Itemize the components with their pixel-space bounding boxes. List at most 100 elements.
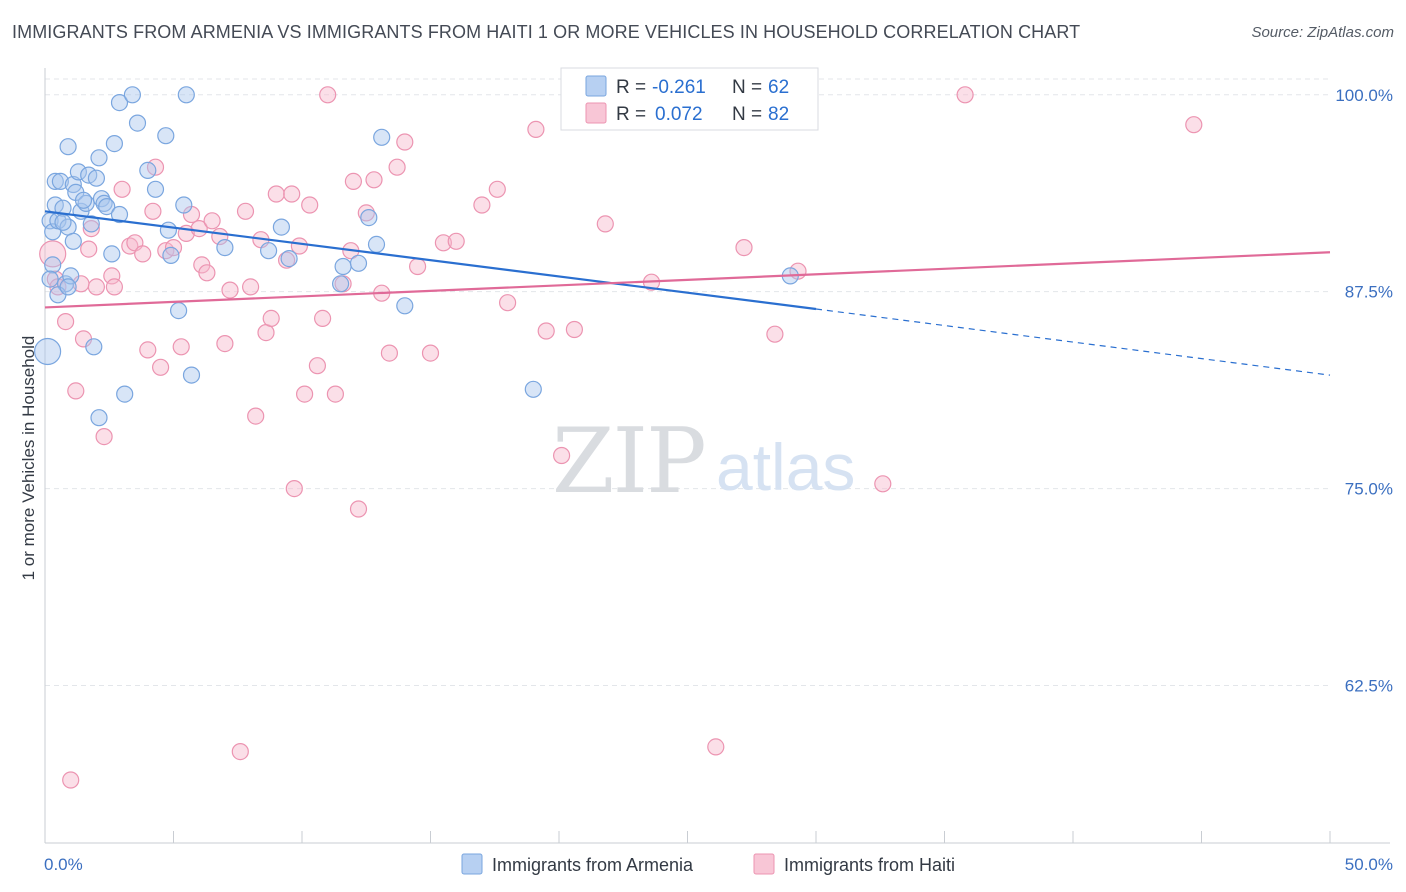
data-point xyxy=(54,213,72,231)
data-point xyxy=(116,385,134,403)
chart-title: IMMIGRANTS FROM ARMENIA VS IMMIGRANTS FR… xyxy=(12,22,1081,42)
legend-r-value-armenia: -0.261 xyxy=(652,77,706,98)
data-point xyxy=(216,239,234,257)
data-point xyxy=(80,240,98,258)
data-point xyxy=(537,322,555,340)
data-point xyxy=(262,309,280,327)
data-point xyxy=(82,215,100,233)
data-point xyxy=(388,158,406,176)
data-point xyxy=(272,218,290,236)
data-point xyxy=(473,196,491,214)
stats-legend: R = -0.261 N = 62 R = 0.072 N = 82 xyxy=(560,67,819,131)
data-point xyxy=(231,742,249,761)
data-point xyxy=(85,338,103,356)
legend-n-label-haiti: N = xyxy=(732,104,762,125)
data-point xyxy=(98,198,116,216)
data-point xyxy=(103,245,121,263)
legend-n-value-armenia: 62 xyxy=(768,77,789,98)
data-point xyxy=(157,127,175,145)
data-point xyxy=(242,278,260,296)
data-point xyxy=(77,194,95,212)
watermark-zip: ZIP xyxy=(552,409,705,514)
data-point xyxy=(488,180,506,198)
data-point xyxy=(421,344,440,362)
data-point xyxy=(257,324,275,342)
data-point xyxy=(152,358,170,376)
axes xyxy=(44,68,1390,844)
data-point xyxy=(139,341,157,359)
legend-n-label-armenia: N = xyxy=(732,77,762,98)
x-tick-label: 50.0% xyxy=(1345,855,1393,874)
data-point xyxy=(51,172,70,190)
data-point xyxy=(285,480,303,498)
data-point xyxy=(447,232,465,250)
data-point xyxy=(69,163,88,181)
data-point xyxy=(159,221,177,239)
trend-line-haiti xyxy=(44,251,1331,309)
data-point xyxy=(280,250,298,268)
bottom-legend-label-haiti: Immigrants from Haiti xyxy=(784,855,955,875)
data-point xyxy=(499,294,517,312)
bottom-legend-swatch-armenia xyxy=(461,853,483,875)
watermark-atlas: atlas xyxy=(716,430,855,504)
data-point xyxy=(332,275,350,293)
data-point xyxy=(56,313,75,331)
data-point xyxy=(360,209,378,227)
legend-r-label-haiti: R = xyxy=(616,104,646,125)
data-point xyxy=(596,215,614,233)
data-point xyxy=(113,180,131,198)
data-point xyxy=(90,409,108,427)
bottom-legend-label-armenia: Immigrants from Armenia xyxy=(492,855,694,875)
data-point xyxy=(87,278,106,296)
legend-swatch-haiti xyxy=(585,102,607,124)
data-point xyxy=(110,205,129,224)
data-point xyxy=(524,380,542,398)
data-point xyxy=(314,309,332,327)
bottom-legend-swatch-haiti xyxy=(753,853,775,875)
data-point xyxy=(301,196,319,214)
data-point xyxy=(172,338,190,356)
data-point xyxy=(344,172,362,190)
data-point xyxy=(46,172,64,190)
data-point xyxy=(203,212,221,230)
data-point xyxy=(260,242,278,260)
data-point xyxy=(62,771,80,789)
y-tick-label: 75.0% xyxy=(1345,480,1393,499)
y-tick-label: 87.5% xyxy=(1345,283,1393,302)
data-point xyxy=(247,407,265,425)
data-point xyxy=(198,264,216,282)
data-point xyxy=(95,428,113,446)
data-point xyxy=(134,245,152,263)
chart-source: Source: ZipAtlas.com xyxy=(1251,24,1394,41)
data-point xyxy=(367,235,386,253)
trend-line-armenia xyxy=(44,210,817,311)
data-point xyxy=(105,278,124,296)
trend-line-armenia-extension xyxy=(815,308,1331,376)
data-point xyxy=(103,267,121,285)
data-point xyxy=(175,196,193,214)
data-point xyxy=(110,93,129,112)
data-point xyxy=(349,254,368,272)
data-point xyxy=(74,191,93,209)
data-point xyxy=(380,344,398,362)
data-point xyxy=(707,738,725,756)
data-point xyxy=(146,180,165,198)
data-point xyxy=(123,86,141,104)
bottom-legend: Immigrants from Armenia Immigrants from … xyxy=(461,853,955,875)
data-point xyxy=(67,382,85,400)
data-point xyxy=(396,133,414,151)
y-axis-title: 1 or more Vehicles in Household xyxy=(19,336,38,581)
data-point xyxy=(334,257,352,276)
data-point xyxy=(139,161,157,179)
data-point xyxy=(267,185,285,203)
data-point xyxy=(326,385,344,403)
legend-r-value-haiti: 0.072 xyxy=(655,104,703,125)
data-point xyxy=(44,256,62,274)
data-point xyxy=(221,281,239,299)
data-point xyxy=(82,220,100,238)
data-point xyxy=(90,149,108,167)
data-point xyxy=(874,475,892,493)
data-point xyxy=(59,138,77,156)
trend-lines xyxy=(44,210,1331,376)
